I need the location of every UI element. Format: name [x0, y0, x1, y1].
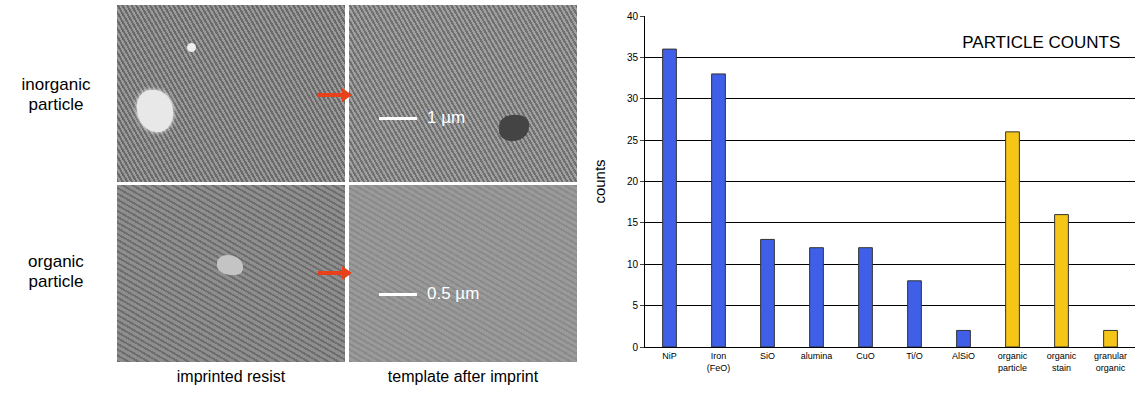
svg-text:25: 25 — [627, 135, 639, 146]
svg-text:organicstain: organicstain — [1047, 351, 1077, 373]
svg-text:organicparticle: organicparticle — [998, 351, 1028, 373]
svg-text:30: 30 — [627, 93, 639, 104]
svg-text:SiO: SiO — [760, 351, 775, 361]
svg-text:granularorganic: granularorganic — [1094, 351, 1127, 373]
html-text:inorganic particle: inorganic particle — [21, 75, 91, 114]
svg-text:AlSiO: AlSiO — [952, 351, 975, 361]
svg-text:10: 10 — [627, 259, 639, 270]
html-text:organic particle: organic particle — [28, 252, 84, 291]
svg-text:20: 20 — [627, 176, 639, 187]
html-text:template after imprint: template after imprint — [387, 368, 539, 385]
svg-text:PARTICLE COUNTS: PARTICLE COUNTS — [962, 33, 1120, 52]
svg-text:15: 15 — [627, 217, 639, 228]
svg-text:counts: counts — [591, 159, 608, 203]
svg-text:NiP: NiP — [662, 351, 677, 361]
svg-text:40: 40 — [627, 11, 639, 22]
html-text:1 µm: 1 µm — [427, 108, 466, 127]
svg-text:alumina: alumina — [801, 351, 833, 361]
svg-text:Iron(FeO): Iron(FeO) — [707, 351, 731, 373]
svg-text:CuO: CuO — [856, 351, 875, 361]
svg-text:Ti/O: Ti/O — [906, 351, 923, 361]
svg-text:35: 35 — [627, 52, 639, 63]
html-text:0.5 µm: 0.5 µm — [427, 284, 480, 303]
svg-text:0: 0 — [632, 342, 638, 353]
html-text:imprinted resist: imprinted resist — [176, 368, 286, 385]
svg-text:5: 5 — [632, 300, 638, 311]
